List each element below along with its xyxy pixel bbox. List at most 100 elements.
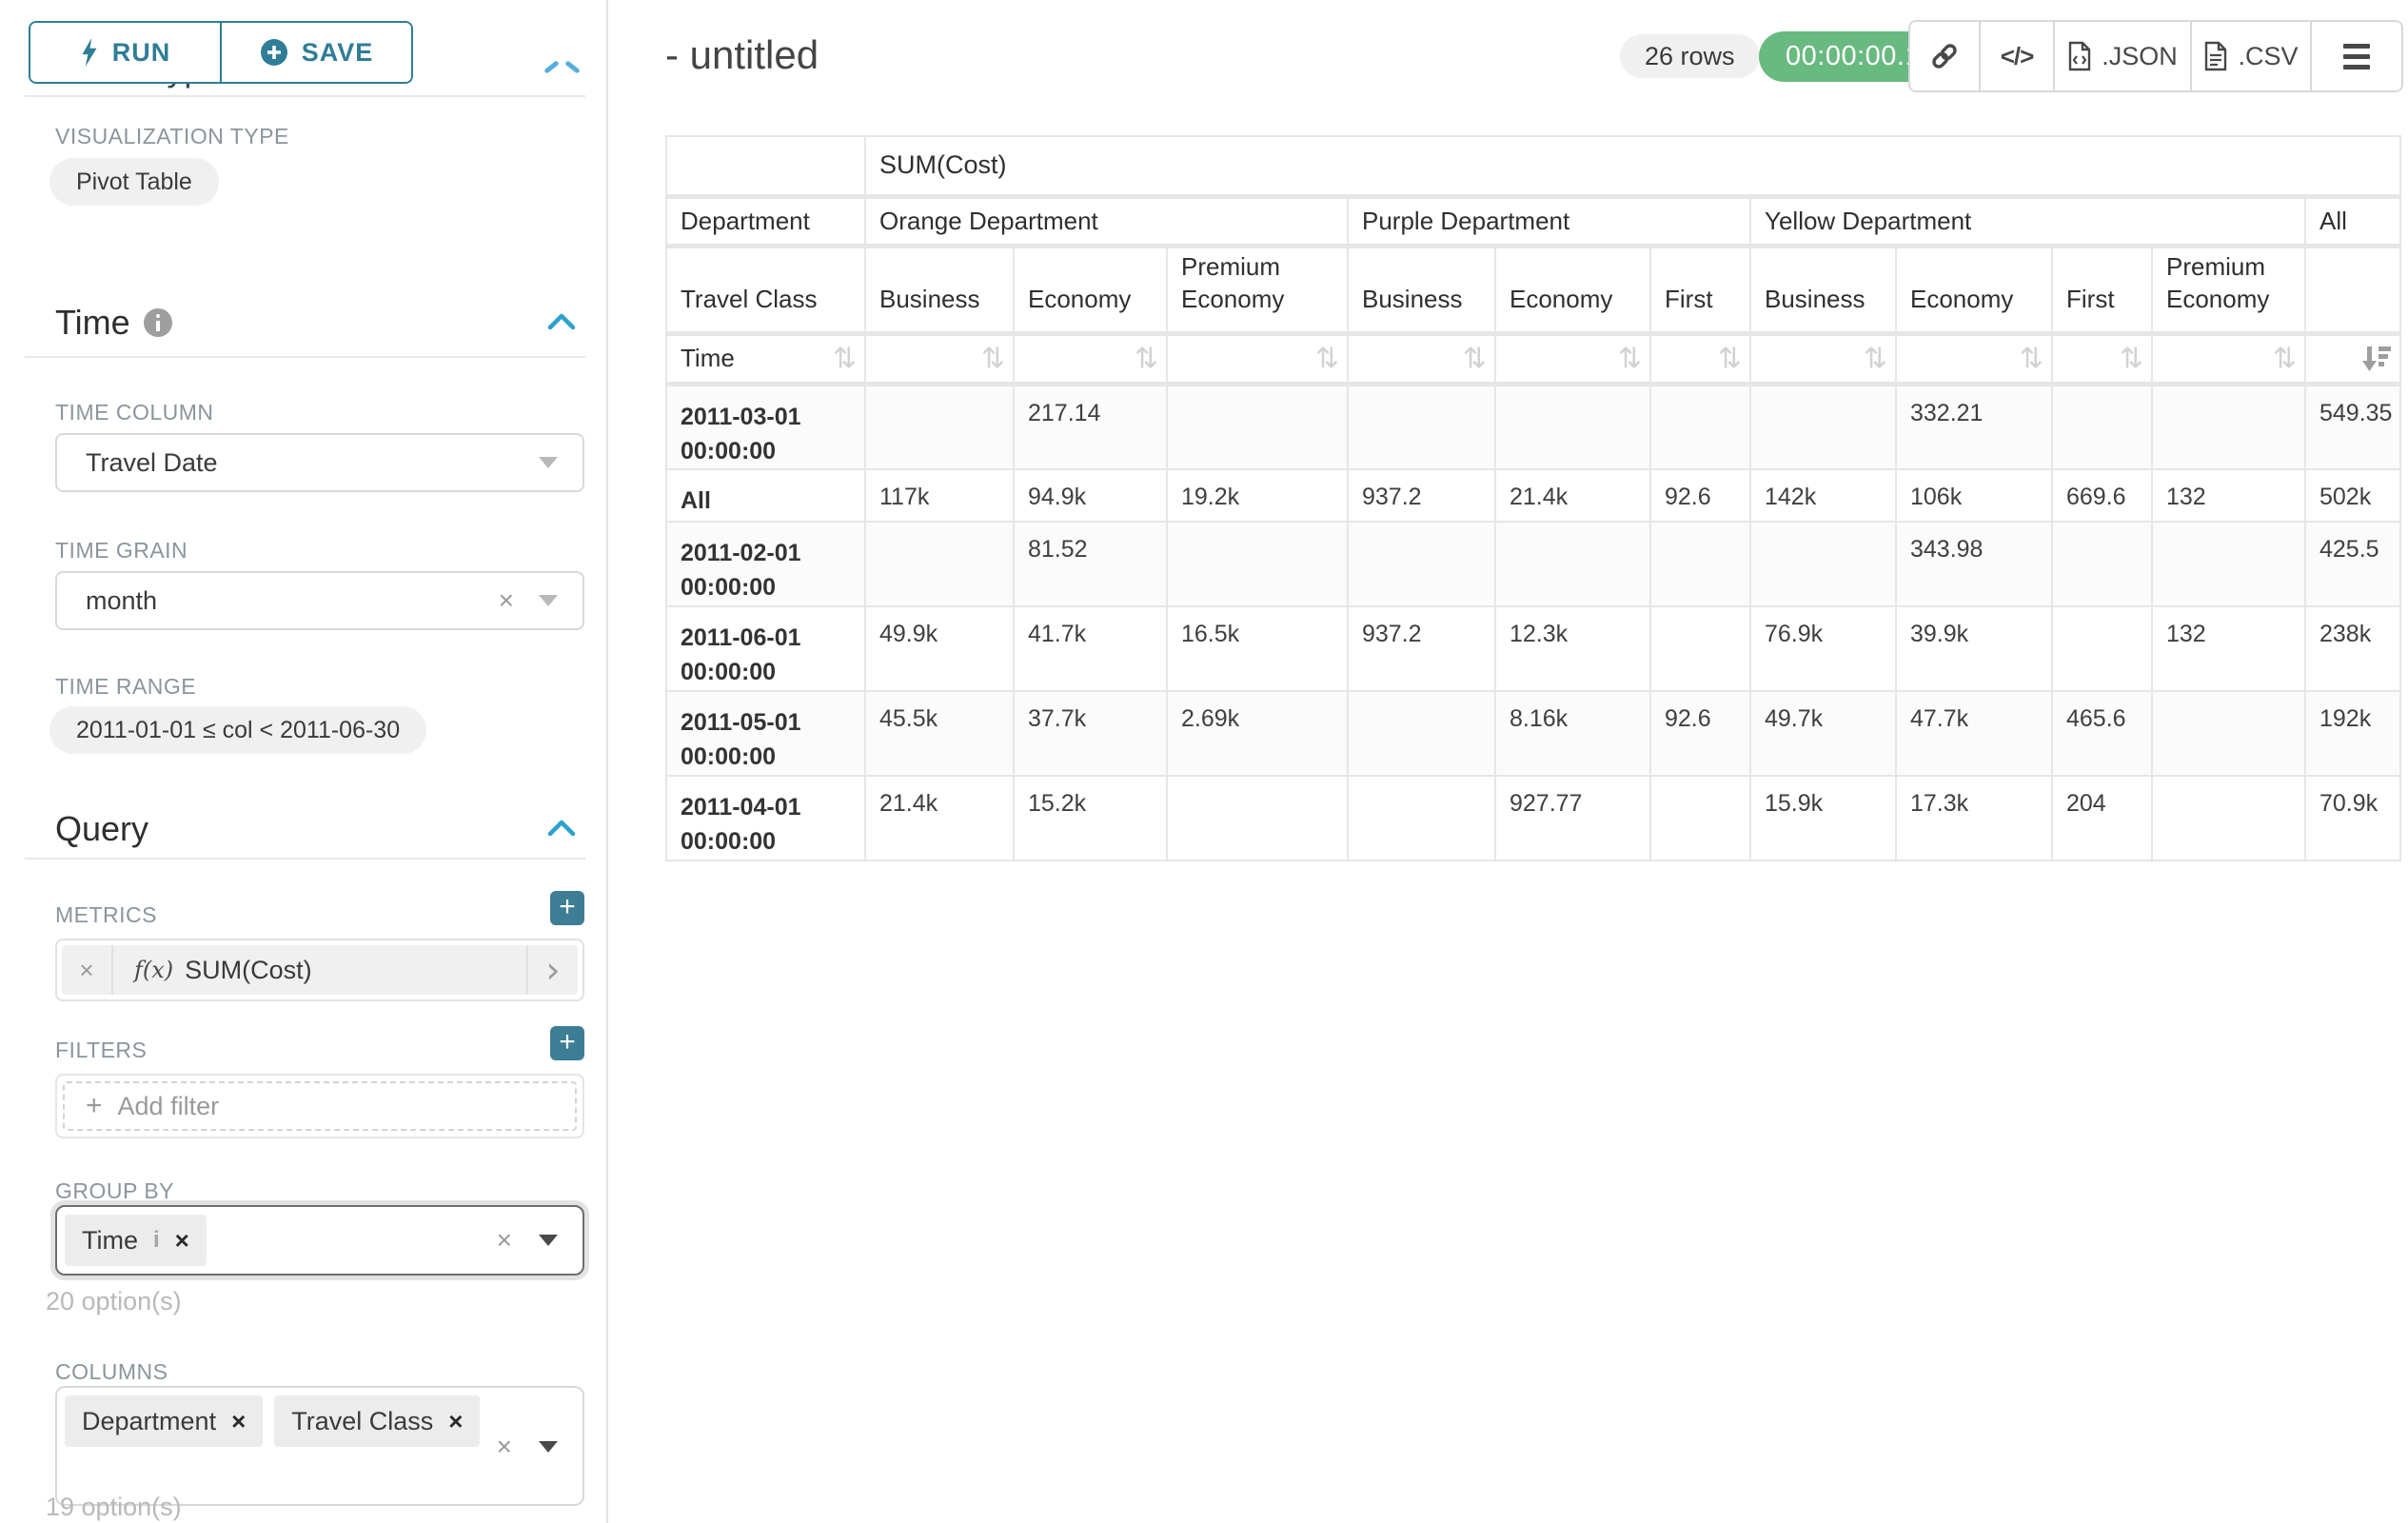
section-divider	[25, 356, 585, 358]
lightning-bolt-icon	[82, 38, 97, 67]
plus-icon: +	[86, 1090, 103, 1121]
col-group-orange: Orange Department	[864, 195, 1349, 248]
cell: 15.9k	[1749, 775, 1897, 861]
chevron-down-icon	[539, 595, 558, 606]
columns-chip-label: Travel Class	[291, 1406, 434, 1435]
clear-all-icon[interactable]: ×	[496, 1432, 512, 1461]
cell	[2051, 521, 2153, 607]
add-filter-plus-button[interactable]: +	[550, 1026, 584, 1060]
sort-arrows-icon[interactable]: ⇅	[1617, 342, 1642, 375]
cell: 425.5	[2303, 521, 2402, 607]
col-header: Economy	[1494, 245, 1651, 336]
col-header: Premium Economy	[1166, 245, 1349, 336]
share-link-button[interactable]	[1910, 22, 1979, 90]
clear-all-icon[interactable]: ×	[496, 1225, 512, 1255]
section-divider	[25, 95, 585, 97]
chart-title[interactable]: - untitled	[665, 32, 819, 77]
time-grain-select[interactable]: month ×	[55, 571, 584, 630]
cell: 81.52	[1013, 521, 1168, 607]
cell: 17.3k	[1895, 775, 2053, 861]
plus-circle-icon	[260, 39, 287, 66]
cell: 15.2k	[1013, 775, 1168, 861]
sort-arrows-icon[interactable]: ⇅	[1314, 342, 1339, 375]
cell: 19.2k	[1166, 468, 1349, 523]
query-section-header[interactable]: Query	[55, 809, 148, 849]
time-grain-label: TIME GRAIN	[55, 538, 188, 563]
row-dimension-travel-class: Travel Class	[665, 245, 866, 336]
sort-descending-icon[interactable]	[2359, 345, 2394, 373]
cell: 132	[2151, 605, 2306, 692]
sort-cell: ⇅	[1013, 332, 1168, 386]
hamburger-menu-icon	[2343, 43, 2370, 69]
chevron-down-icon	[539, 457, 558, 468]
sort-arrows-icon[interactable]: ⇅	[1462, 342, 1487, 375]
time-column-label: TIME COLUMN	[55, 400, 214, 425]
table-row: All 117k 94.9k 19.2k 937.2 21.4k 92.6 14…	[665, 468, 2402, 523]
remove-chip-icon[interactable]: ×	[448, 1406, 464, 1435]
visualization-type-value[interactable]: Pivot Table	[49, 158, 219, 206]
run-button[interactable]: RUN	[30, 23, 220, 82]
export-csv-button[interactable]: .CSV	[2190, 22, 2310, 90]
metric-pill[interactable]: × f(x) SUM(Cost) ›	[62, 945, 578, 995]
time-range-value[interactable]: 2011-01-01 ≤ col < 2011-06-30	[49, 706, 427, 754]
cell: 937.2	[1347, 605, 1496, 692]
chevron-up-icon[interactable]	[543, 60, 560, 74]
table-row: 2011-03-01 00:00:00 217.14 332.21 549.35	[665, 383, 2402, 470]
chevron-down-icon[interactable]	[539, 1441, 558, 1453]
clear-icon[interactable]: ×	[498, 585, 514, 615]
sort-arrows-icon[interactable]: ⇅	[2019, 342, 2043, 375]
cell: 217.14	[1013, 383, 1168, 470]
embed-code-button[interactable]: </>	[1979, 22, 2053, 90]
row-count-badge: 26 rows	[1620, 34, 1760, 78]
export-json-button[interactable]: .JSON	[2053, 22, 2190, 90]
chevron-down-icon[interactable]	[539, 1235, 558, 1246]
sort-arrows-icon[interactable]: ⇅	[2272, 342, 2297, 375]
group-by-chip-label: Time	[82, 1225, 138, 1255]
group-by-select[interactable]: Time i × ×	[55, 1205, 584, 1276]
cell: 132	[2151, 468, 2306, 523]
cell	[1166, 383, 1349, 470]
remove-chip-icon[interactable]: ×	[174, 1225, 189, 1255]
columns-select[interactable]: Department × Travel Class × ×	[55, 1386, 584, 1506]
cell	[1649, 383, 1751, 470]
remove-metric-icon[interactable]: ×	[62, 945, 113, 995]
sort-arrows-icon[interactable]: ⇅	[2119, 342, 2143, 375]
sort-arrows-icon[interactable]: ⇅	[1134, 342, 1158, 375]
cell	[1347, 690, 1496, 777]
time-column-select[interactable]: Travel Date	[55, 433, 584, 492]
save-button-label: SAVE	[301, 37, 374, 67]
chevron-up-icon[interactable]	[547, 819, 576, 838]
metric-value: SUM(Cost)	[185, 955, 312, 984]
control-panel-sidebar: Chart Type RUN SAVE VISUALIZATION TYPE P…	[0, 0, 608, 1523]
cell	[2051, 605, 2153, 692]
chevron-right-icon[interactable]: ›	[526, 945, 578, 995]
export-csv-label: .CSV	[2238, 41, 2299, 70]
add-filter-button[interactable]: + Add filter	[63, 1081, 577, 1131]
cell: 41.7k	[1013, 605, 1168, 692]
cell: 21.4k	[1494, 468, 1651, 523]
sort-arrows-icon[interactable]: ⇅	[1717, 342, 1742, 375]
add-metric-button[interactable]: +	[550, 891, 584, 925]
row-dimension-time: Time ⇅	[665, 332, 866, 386]
sort-cell: ⇅	[1749, 332, 1897, 386]
time-section-header[interactable]: Time	[55, 303, 172, 343]
more-options-button[interactable]	[2310, 22, 2401, 90]
export-json-label: .JSON	[2102, 41, 2178, 70]
cell: 117k	[864, 468, 1015, 523]
function-icon: f(x)	[134, 957, 174, 983]
cell: 92.6	[1649, 690, 1751, 777]
remove-chip-icon[interactable]: ×	[231, 1406, 247, 1435]
group-by-label: GROUP BY	[55, 1178, 174, 1203]
sort-arrows-icon[interactable]: ⇅	[1863, 342, 1887, 375]
chevron-up-icon[interactable]	[564, 60, 581, 74]
save-button[interactable]: SAVE	[220, 23, 411, 82]
chevron-up-icon[interactable]	[547, 312, 576, 331]
sort-arrows-icon[interactable]: ⇅	[980, 342, 1005, 375]
run-button-label: RUN	[111, 37, 171, 67]
sort-arrows-icon[interactable]: ⇅	[832, 342, 857, 375]
query-section-title: Query	[55, 809, 149, 848]
columns-chip: Department ×	[65, 1395, 264, 1447]
col-header: First	[1649, 245, 1751, 336]
row-label: 2011-05-01 00:00:00	[665, 690, 866, 777]
time-column-value: Travel Date	[86, 447, 218, 477]
